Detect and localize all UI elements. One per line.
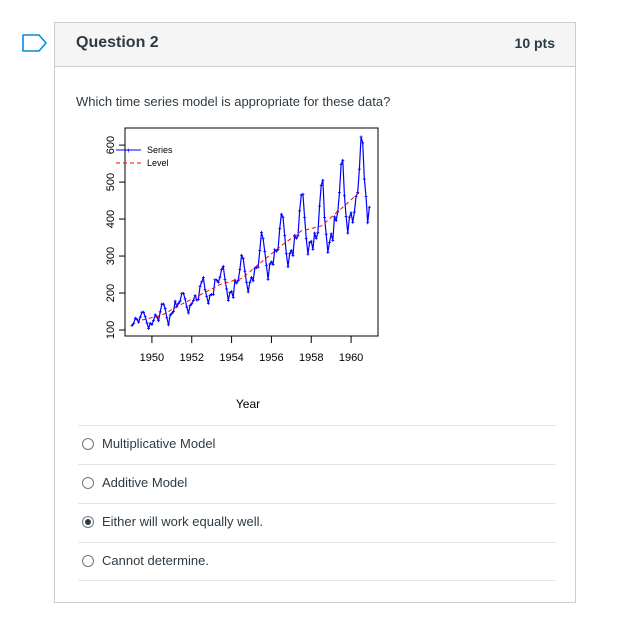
x-tick-label: 1950 [140,352,164,364]
x-tick-label: 1952 [180,352,204,364]
answer-list: Multiplicative Model Additive Model Eith… [78,425,556,581]
legend-series-marker: + [126,146,131,155]
level-line [141,190,362,321]
x-tick-label: 1954 [219,352,243,364]
series-group [130,135,371,331]
radio-button[interactable] [82,555,94,567]
legend: + Series Level [116,145,173,168]
question-title: Question 2 [76,34,159,51]
y-tick-label: 100 [105,321,117,339]
answer-option[interactable]: Either will work equally well. [78,503,556,542]
answer-label: Cannot determine. [102,553,209,568]
y-tick-label: 300 [105,247,117,265]
x-axis: 1950 1952 1954 1956 1958 1960 [140,336,363,364]
answer-option[interactable]: Additive Model [78,464,556,503]
y-axis: 100 200 300 400 500 600 [105,136,125,339]
x-tick-label: 1958 [299,352,323,364]
x-tick-label: 1956 [259,352,283,364]
question-text: Which time series model is appropriate f… [76,94,391,109]
x-axis-label: Year [236,397,260,411]
question-points: 10 pts [514,35,555,51]
question-card: Question 2 10 pts Which time series mode… [54,22,576,603]
y-tick-label: 600 [105,136,117,154]
y-tick-label: 200 [105,284,117,302]
question-header: Question 2 10 pts [55,23,575,67]
answer-label: Either will work equally well. [102,514,264,529]
y-tick-label: 500 [105,173,117,191]
plot-frame [124,127,379,337]
y-tick-label: 400 [105,210,117,228]
radio-button[interactable] [82,516,94,528]
bookmark-icon[interactable] [22,34,48,52]
answer-option[interactable]: Multiplicative Model [78,425,556,464]
radio-button[interactable] [82,438,94,450]
x-tick-label: 1960 [339,352,363,364]
answer-option[interactable]: Cannot determine. [78,542,556,581]
radio-button[interactable] [82,477,94,489]
answer-label: Additive Model [102,475,188,490]
legend-series-label: Series [147,145,173,155]
answer-label: Multiplicative Model [102,436,216,451]
legend-level-label: Level [147,158,169,168]
